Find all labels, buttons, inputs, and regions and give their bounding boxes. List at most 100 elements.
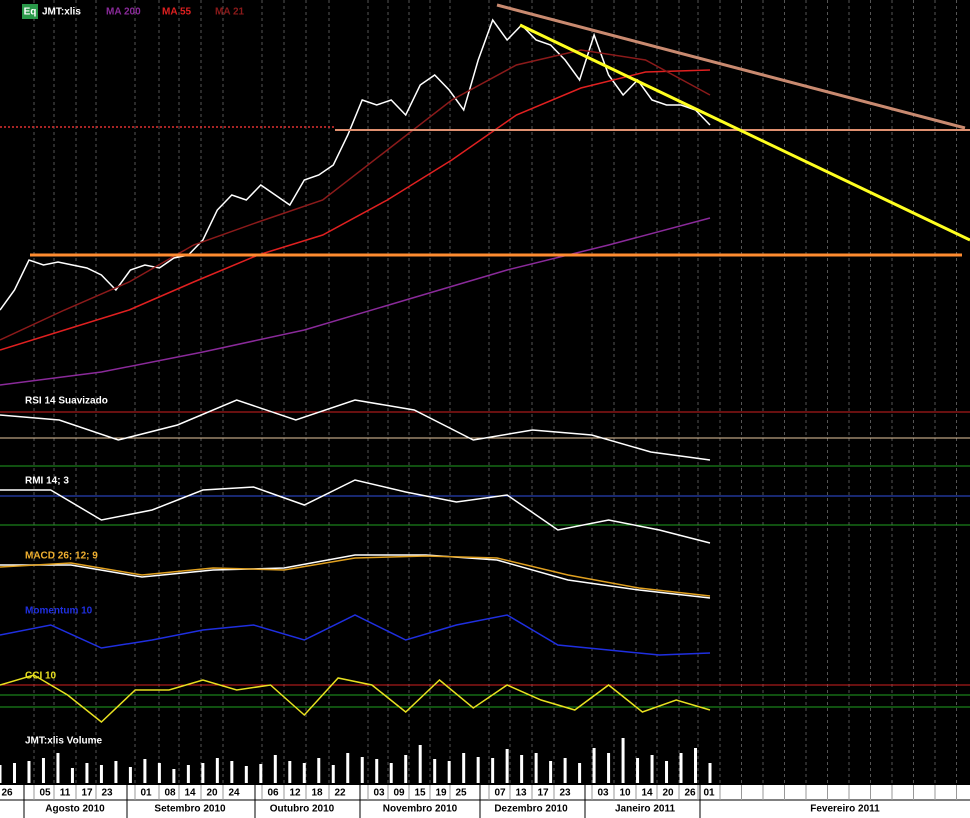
bar [27,761,31,783]
bar [389,763,393,783]
line [0,399,711,461]
bar [404,755,408,783]
bar [375,759,379,783]
badge-label: Eq [24,7,37,18]
bar [694,748,698,783]
legend-label: MA 55 [162,7,192,18]
day-label: 15 [414,788,426,799]
day-label: 14 [184,788,196,799]
day-label: 24 [228,788,240,799]
line [0,217,711,386]
legend-label: JMT:xlis [42,7,81,18]
day-label: 09 [393,788,405,799]
month-label: Janeiro 2011 [615,804,675,815]
legend-label: MA 200 [106,7,141,18]
day-label: 05 [39,788,51,799]
day-label: 26 [1,788,13,799]
bar [505,749,509,783]
bar [259,764,263,783]
bar [360,757,364,783]
bar [56,753,60,783]
bar [491,758,495,783]
bar [273,755,277,783]
line [0,49,711,341]
bar [172,769,176,783]
line [0,554,711,599]
line [0,479,711,544]
bar [215,758,219,783]
day-label: 03 [597,788,609,799]
bar [201,763,205,783]
bar [70,768,74,783]
plots: RSI 14 Suavizado RMI 14; 3 MACD 26; 12; 9 M… [0,18,970,783]
bar [157,763,161,783]
bar [607,753,611,783]
day-label: 26 [684,788,696,799]
bar [317,758,321,783]
line [0,69,711,351]
bar [12,763,16,783]
day-label: 03 [373,788,385,799]
day-label: 11 [60,788,71,799]
line [0,555,711,597]
bar [679,753,683,783]
day-label: 22 [334,788,346,799]
bar [288,761,292,783]
bar [128,767,132,783]
bar [230,761,234,783]
panel-title: Momentum 10 [25,606,93,617]
bar [621,738,625,783]
day-label: 20 [206,788,218,799]
background [0,0,970,785]
panel-title: CCI 10 [25,671,57,682]
panel-title: RMI 14; 3 [25,476,69,487]
day-label: 23 [101,788,113,799]
bar [665,761,669,783]
bar [418,745,422,783]
bar [592,748,596,783]
day-label: 01 [703,788,715,799]
day-label: 14 [641,788,653,799]
day-label: 10 [619,788,631,799]
day-label: 17 [81,788,93,799]
panel-title: RSI 14 Suavizado [25,396,108,407]
trend-line [496,3,966,130]
bar [244,766,248,783]
bar [114,761,118,783]
panel-title: JMT:xlis Volume [25,736,102,747]
bar [41,758,45,783]
day-label: 20 [662,788,674,799]
day-label: 12 [289,788,301,799]
day-label: 06 [267,788,279,799]
line [0,614,711,656]
day-label: 01 [140,788,152,799]
day-label: 18 [311,788,323,799]
axis: 26 05 11 17 23 01 08 14 20 24 06 12 18 22 03 09 15 19 25 07… [1,785,957,818]
line [0,674,711,723]
bar [563,758,567,783]
bar [433,759,437,783]
month-label: Dezembro 2010 [494,804,568,815]
day-label: 23 [559,788,571,799]
bar [331,765,335,783]
day-label: 25 [455,788,467,799]
day-label: 08 [164,788,176,799]
bar [462,753,466,783]
bar [578,763,582,783]
time-axis [0,785,970,818]
month-label: Novembro 2010 [383,804,458,815]
bar [302,763,306,783]
bar [636,758,640,783]
day-label: 13 [515,788,527,799]
bar [520,755,524,783]
day-label: 19 [435,788,447,799]
bar [99,765,103,783]
grid [33,0,957,785]
day-label: 17 [537,788,549,799]
day-label: 07 [494,788,506,799]
legend-label: MA 21 [215,7,245,18]
panel-title: MACD 26; 12; 9 [25,551,98,562]
month-label: Fevereiro 2011 [810,804,880,815]
bar [85,763,89,783]
